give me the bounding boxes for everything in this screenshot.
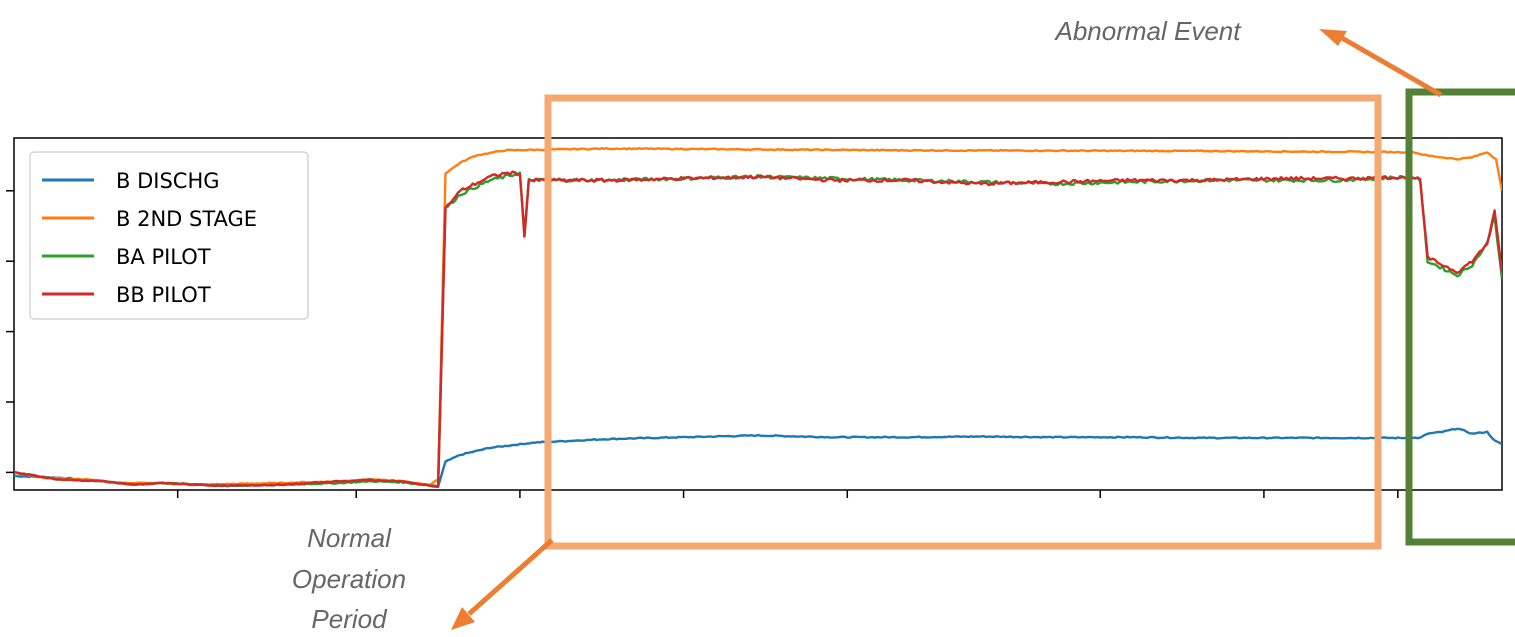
series-line-b-dischg [14, 427, 1502, 488]
series-line-b-2nd-stage [14, 147, 1502, 487]
normal-operation-label-line3: Period [311, 604, 388, 634]
y-ticks [6, 190, 14, 474]
x-ticks [176, 490, 1399, 498]
legend-label-0: B DISCHG [116, 169, 220, 193]
legend-label-2: BA PILOT [116, 245, 211, 269]
abnormal-event-box [1405, 88, 1515, 546]
legend-frame [29, 151, 309, 320]
abnormal-event-label: Abnormal Event [1054, 16, 1243, 46]
plot-area [6, 137, 1503, 498]
legend-label-3: BB PILOT [116, 283, 211, 307]
series-line-bb-pilot [14, 170, 1502, 488]
legend-items: B DISCHG B 2ND STAGE BA PILOT BB PILOT [42, 169, 257, 307]
normal-operation-box [544, 94, 1382, 550]
normal-operation-label-line2: Operation [292, 564, 406, 594]
legend-label-1: B 2ND STAGE [116, 207, 257, 231]
normal-operation-arrow [451, 538, 554, 630]
plot-frame [13, 137, 1503, 491]
normal-operation-label-line1: Normal [307, 523, 392, 553]
series-lines [14, 147, 1502, 489]
legend: B DISCHG B 2ND STAGE BA PILOT BB PILOT [29, 151, 309, 320]
abnormal-event-arrow [1319, 29, 1443, 98]
